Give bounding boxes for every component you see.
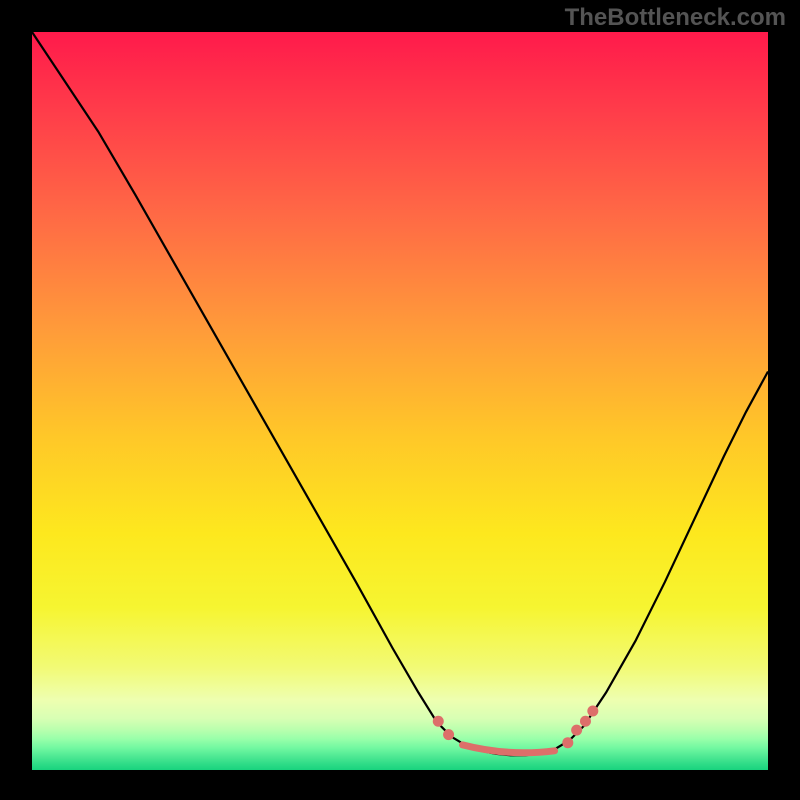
valley-dot — [587, 705, 598, 716]
plot-area — [32, 32, 768, 770]
valley-dot — [562, 737, 573, 748]
valley-dot — [580, 716, 591, 727]
valley-marker-layer — [32, 32, 768, 770]
valley-dot — [571, 725, 582, 736]
chart-frame: TheBottleneck.com — [0, 0, 800, 800]
valley-thick-segment — [463, 745, 555, 753]
watermark-text: TheBottleneck.com — [565, 4, 786, 32]
valley-dot — [433, 716, 444, 727]
valley-dot — [443, 729, 454, 740]
